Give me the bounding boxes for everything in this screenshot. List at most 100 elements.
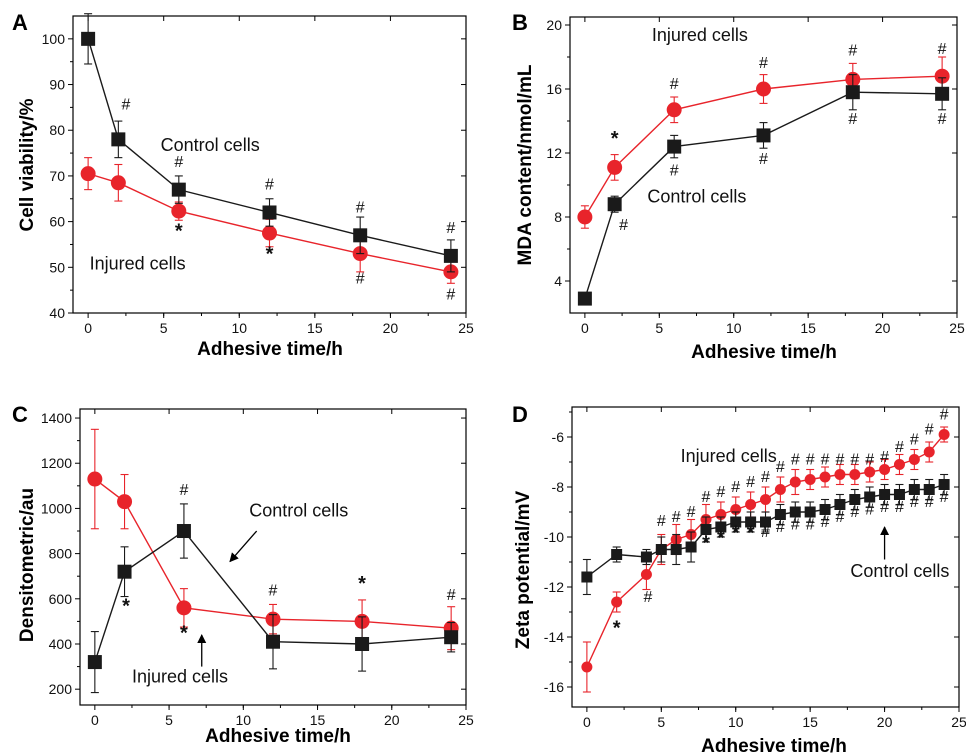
series-line-control — [584, 91, 943, 299]
x-tick-label: 20 — [875, 320, 891, 336]
significance-hash: # — [806, 452, 815, 469]
significance-hash: # — [835, 509, 844, 526]
data-point-control — [581, 571, 593, 583]
significance-hash: # — [776, 459, 785, 476]
data-point-control — [640, 551, 652, 563]
significance-hash: # — [356, 270, 365, 287]
x-tick-label: 15 — [307, 320, 323, 336]
significance-hash: # — [940, 407, 949, 424]
series-label-control: Control cells — [249, 500, 348, 520]
significance-hash: # — [687, 504, 696, 521]
series-label-injured: Injured cells — [652, 25, 748, 45]
y-tick-label: 1400 — [41, 410, 72, 426]
data-point-injured — [756, 81, 771, 97]
data-point-control — [670, 544, 682, 555]
data-point-control — [355, 636, 370, 651]
data-point-control — [845, 85, 860, 100]
y-tick-label: 40 — [49, 305, 65, 321]
panel-c: C Adhesive time/h Densitometric/au Contr… — [12, 402, 474, 747]
significance-hash: # — [265, 177, 274, 194]
significance-star: * — [180, 622, 188, 644]
data-point-control — [935, 86, 950, 101]
significance-star: * — [358, 573, 366, 595]
significance-hash: # — [657, 513, 666, 530]
significance-hash: # — [672, 509, 681, 526]
significance-hash: # — [850, 504, 859, 521]
data-point-control — [577, 291, 592, 306]
significance-star: * — [266, 243, 274, 265]
data-point-control — [804, 506, 816, 518]
data-point-injured — [171, 203, 187, 219]
series-label-injured: Injured cells — [681, 446, 777, 466]
x-tick-label: 25 — [949, 320, 965, 336]
data-point-injured — [819, 471, 831, 483]
y-tick-label: 4 — [554, 273, 562, 289]
y-tick-label: 16 — [546, 81, 562, 97]
significance-star: * — [717, 528, 725, 550]
y-tick-label: -12 — [544, 579, 564, 595]
data-point-injured — [80, 166, 96, 182]
significance-hash: # — [791, 517, 800, 534]
y-tick-label: 400 — [49, 636, 73, 652]
y-tick-label: 1200 — [41, 455, 72, 471]
significance-hash: # — [938, 41, 947, 58]
significance-star: * — [613, 618, 621, 640]
data-point-control — [849, 494, 861, 505]
x-tick-label: 0 — [583, 714, 591, 730]
significance-hash: # — [702, 489, 711, 506]
x-tick-label: 15 — [310, 712, 326, 728]
significance-star: * — [611, 128, 619, 150]
significance-hash: # — [865, 502, 874, 519]
x-tick-label: 25 — [458, 320, 474, 336]
panel-letter: A — [12, 10, 28, 35]
data-point-control — [171, 182, 186, 197]
data-point-control — [908, 484, 920, 495]
data-point-injured — [110, 175, 126, 191]
data-point-control — [756, 128, 771, 143]
data-point-control — [685, 541, 697, 553]
significance-hash: # — [121, 97, 130, 114]
panel-letter: B — [512, 10, 528, 35]
data-point-control — [819, 504, 831, 515]
data-point-control — [607, 197, 622, 212]
data-point-injured — [804, 474, 816, 485]
significance-hash: # — [670, 76, 679, 93]
data-point-injured — [87, 471, 103, 487]
data-point-control — [864, 491, 876, 503]
x-tick-label: 20 — [383, 320, 399, 336]
data-point-injured — [774, 484, 786, 495]
x-tick-label: 20 — [384, 712, 400, 728]
y-tick-label: 600 — [49, 591, 73, 607]
panel-letter: C — [12, 402, 28, 427]
series-label-control: Control cells — [850, 561, 949, 581]
data-point-injured — [923, 446, 935, 458]
significance-hash: # — [179, 482, 188, 499]
data-point-injured — [611, 596, 623, 608]
x-tick-label: 15 — [800, 320, 816, 336]
data-point-control — [111, 132, 126, 147]
series-label-control: Control cells — [647, 187, 746, 207]
data-point-control — [444, 630, 459, 645]
y-tick-label: 800 — [49, 546, 73, 562]
y-tick-label: 12 — [546, 145, 562, 161]
data-point-control — [81, 31, 96, 46]
significance-hash: # — [938, 111, 947, 128]
significance-hash: # — [895, 439, 904, 456]
y-tick-label: 200 — [49, 681, 73, 697]
data-point-control — [611, 549, 623, 560]
x-tick-label: 25 — [458, 712, 474, 728]
x-tick-label: 20 — [877, 714, 893, 730]
y-axis-title: MDA content/nmol/mL — [515, 64, 536, 265]
series-label-control: Control cells — [161, 135, 260, 155]
significance-star: * — [702, 533, 710, 555]
data-point-injured — [938, 429, 950, 440]
x-tick-label: 0 — [91, 712, 99, 728]
data-point-injured — [908, 454, 920, 465]
significance-hash: # — [880, 499, 889, 516]
data-point-control — [176, 524, 191, 539]
x-tick-label: 15 — [802, 714, 818, 730]
y-axis-title: Zeta potential/mV — [513, 490, 534, 649]
data-point-control — [700, 524, 712, 535]
y-tick-label: 20 — [546, 17, 562, 33]
significance-hash: # — [850, 452, 859, 469]
